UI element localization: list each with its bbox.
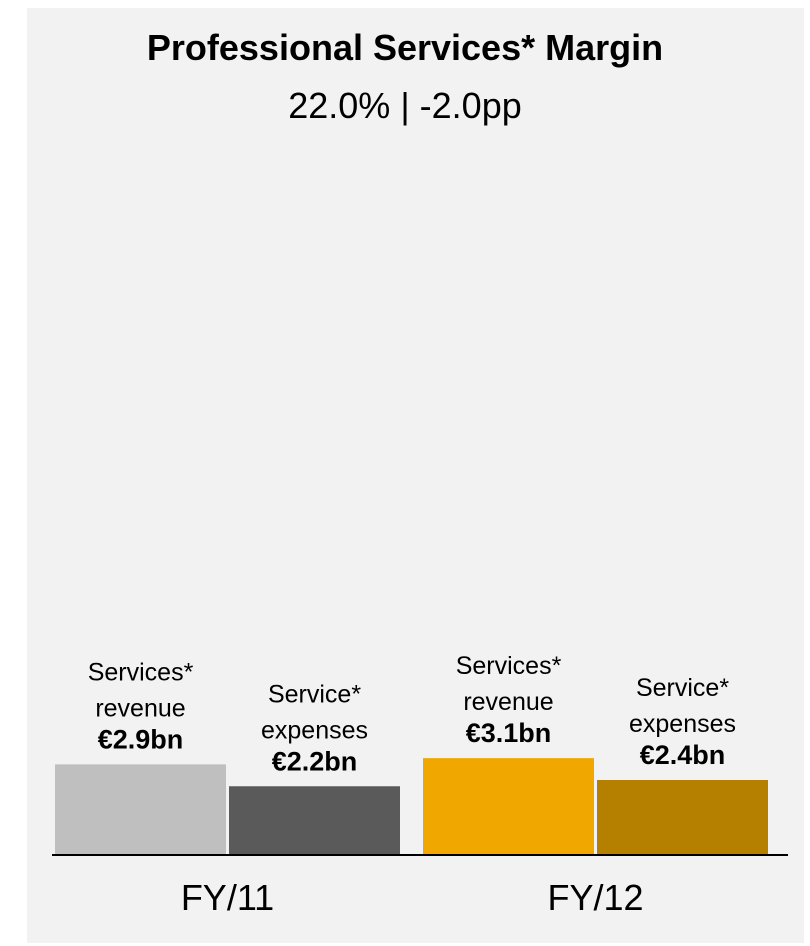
- data-label: €2.9bn: [98, 724, 184, 754]
- data-label: €2.4bn: [640, 740, 726, 770]
- series-label-line: revenue: [95, 694, 185, 722]
- bar-FY12-expenses: [597, 780, 768, 855]
- x-tick-label: FY/12: [547, 877, 643, 918]
- series-label-line: Services*: [456, 652, 562, 680]
- series-label-line: expenses: [629, 710, 736, 738]
- bar-FY12-revenue: [423, 758, 594, 855]
- bar-FY11-revenue: [55, 764, 226, 855]
- data-label: €3.1bn: [466, 718, 552, 748]
- chart-title: Professional Services* Margin: [146, 27, 664, 68]
- series-label-line: Service*: [636, 674, 729, 702]
- series-label-line: revenue: [463, 688, 553, 716]
- series-label-line: expenses: [261, 716, 368, 744]
- x-tick-label: FY/11: [181, 877, 274, 918]
- chart-subtitle: 22.0% | -2.0pp: [288, 85, 522, 126]
- series-label-line: Service*: [268, 680, 361, 708]
- series-label-line: Services*: [88, 658, 194, 686]
- bar-FY11-expenses: [229, 786, 400, 855]
- data-label: €2.2bn: [272, 746, 358, 776]
